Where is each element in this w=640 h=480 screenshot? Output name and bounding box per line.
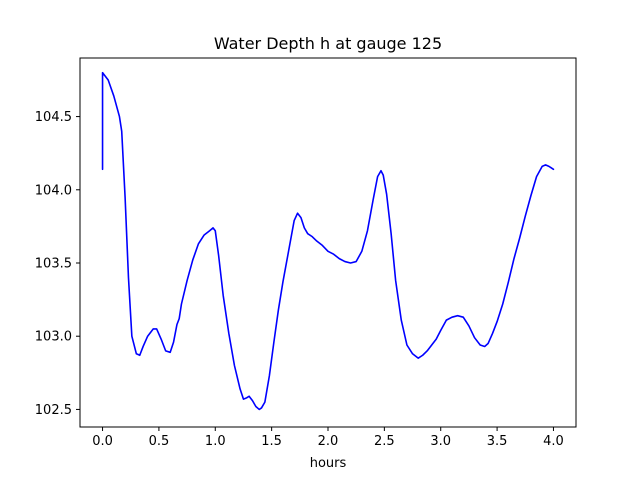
x-tick-label: 0.0: [92, 434, 113, 449]
x-tick-label: 1.5: [261, 434, 282, 449]
y-tick-label: 103.0: [35, 330, 72, 345]
plot-frame: [79, 57, 577, 428]
series-line: [101, 71, 555, 411]
x-tick-label: 3.0: [430, 434, 451, 449]
y-tick-label: 102.5: [35, 403, 72, 418]
y-tick-label: 104.0: [35, 183, 72, 198]
plot-series: [101, 71, 555, 411]
x-axis-label: hours: [310, 456, 347, 471]
y-tick-label: 103.5: [35, 257, 72, 272]
x-tick-label: 2.0: [318, 434, 339, 449]
x-axis-ticks: 0.0 0.5 1.0 1.5 2.0 2.5 3.0 3.5 4.0: [92, 427, 564, 449]
chart-title: Water Depth h at gauge 125: [214, 34, 442, 53]
x-tick-label: 3.5: [487, 434, 508, 449]
x-tick-label: 4.0: [543, 434, 564, 449]
x-tick-label: 1.0: [205, 434, 226, 449]
y-axis-ticks: 102.5 103.0 103.5 104.0 104.5: [35, 110, 80, 418]
x-tick-label: 0.5: [149, 434, 170, 449]
y-tick-label: 104.5: [35, 110, 72, 125]
x-tick-label: 2.5: [374, 434, 395, 449]
